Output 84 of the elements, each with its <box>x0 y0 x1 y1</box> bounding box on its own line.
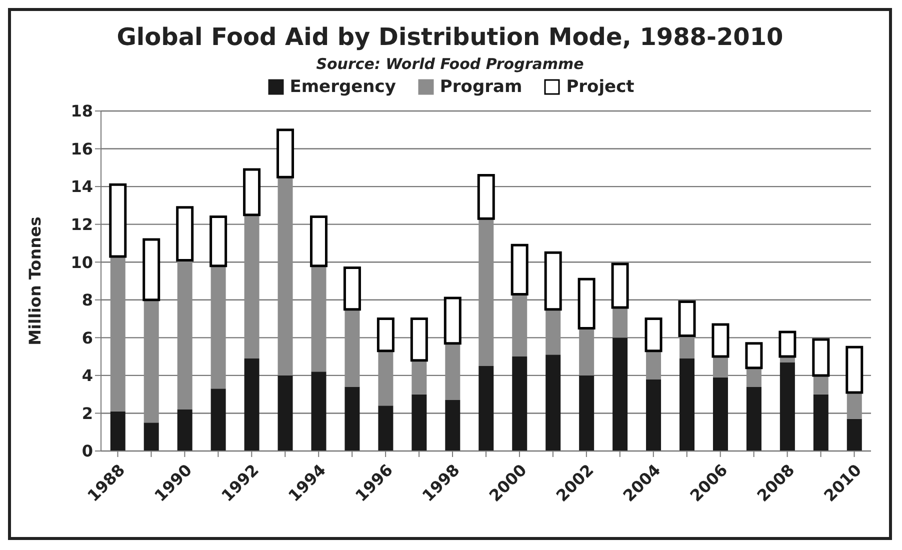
bar <box>612 307 628 338</box>
legend-label: Project <box>566 77 634 97</box>
bar <box>746 368 762 387</box>
y-tick-label: 12 <box>70 215 93 234</box>
bar <box>244 214 260 358</box>
bar <box>712 323 730 358</box>
bar <box>846 418 862 451</box>
y-tick-label: 2 <box>82 404 93 423</box>
bar <box>311 372 326 451</box>
bar <box>376 318 394 352</box>
bar <box>109 183 127 258</box>
bar <box>846 346 864 394</box>
bar <box>646 350 662 380</box>
bar <box>745 342 763 370</box>
bar <box>378 406 394 451</box>
bar <box>780 362 795 451</box>
bar <box>813 394 828 451</box>
y-tick-label: 6 <box>82 328 93 348</box>
bar <box>142 238 160 302</box>
y-tick-label: 0 <box>82 442 93 461</box>
bar <box>612 338 628 451</box>
bar <box>477 174 495 220</box>
bar <box>578 278 596 330</box>
bar <box>444 296 462 345</box>
bar <box>344 309 360 387</box>
bar <box>478 218 494 366</box>
bar <box>579 375 594 451</box>
bar <box>278 177 293 376</box>
bar <box>210 216 228 268</box>
y-tick-label: 18 <box>70 102 93 121</box>
bar <box>210 266 226 389</box>
legend-label: Emergency <box>290 77 396 97</box>
bar <box>177 409 192 451</box>
y-axis-title: Million Tonnes <box>26 216 45 346</box>
bar <box>210 388 226 451</box>
bar <box>412 394 427 451</box>
bar <box>546 354 561 451</box>
bar <box>846 392 862 419</box>
y-tick-label: 4 <box>82 366 93 386</box>
bar <box>512 356 528 451</box>
bar <box>110 411 126 451</box>
bar <box>177 260 192 410</box>
y-tick-label: 10 <box>70 252 93 272</box>
bar <box>378 350 394 406</box>
bar <box>680 358 695 451</box>
bar <box>311 266 326 372</box>
bar <box>343 266 361 311</box>
bar <box>412 360 427 394</box>
bar <box>445 400 460 451</box>
bar <box>678 300 696 338</box>
bar <box>144 422 159 451</box>
bar <box>176 206 194 262</box>
bar <box>812 338 830 377</box>
bar <box>680 336 695 358</box>
bar <box>512 294 528 357</box>
y-tick-label: 14 <box>70 177 93 196</box>
bar <box>579 328 594 376</box>
chart-subtitle: Source: World Food Programme <box>315 55 585 73</box>
chart-title: Global Food Aid by Distribution Mode, 1988-2010 <box>116 23 784 51</box>
bar <box>110 256 126 412</box>
bar <box>611 262 629 309</box>
bar <box>644 318 662 352</box>
bar <box>646 379 662 451</box>
bar <box>243 168 261 216</box>
legend-label: Program <box>440 77 522 97</box>
bar <box>478 366 494 451</box>
bar <box>144 300 159 423</box>
bar <box>712 356 728 378</box>
bar <box>445 343 460 400</box>
bar <box>778 330 796 358</box>
bar <box>244 358 260 451</box>
bar <box>410 318 428 362</box>
bar <box>278 375 293 451</box>
bar <box>544 251 562 311</box>
y-tick-label: 16 <box>70 139 93 158</box>
bar <box>813 375 828 394</box>
bar <box>712 377 728 451</box>
bar <box>344 386 360 451</box>
y-tick-label: 8 <box>82 290 93 310</box>
bar <box>510 244 528 296</box>
bar <box>546 309 561 355</box>
bar <box>746 386 762 451</box>
bar <box>276 128 294 178</box>
bar <box>310 216 328 268</box>
